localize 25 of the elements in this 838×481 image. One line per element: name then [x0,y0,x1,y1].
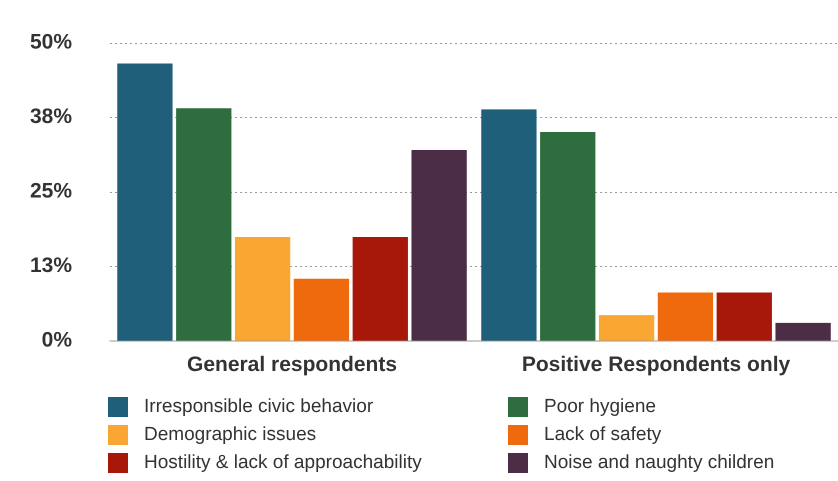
bar [117,63,173,341]
legend-label: Noise and naughty children [544,452,774,474]
bar [411,150,467,341]
y-tick-label: 0% [42,328,72,352]
y-tick-label: 38% [30,104,72,128]
bar [176,108,232,341]
legend-label: Hostility & lack of approachability [144,452,422,474]
y-tick-label: 13% [30,254,72,278]
bar [481,109,537,341]
bar [658,292,714,341]
y-tick-label: 25% [30,179,72,202]
legend-label: Irresponsible civic behavior [144,396,374,418]
x-tick-label: General respondents [186,353,398,376]
bar [294,278,350,341]
legend-label: Demographic issues [144,424,316,446]
legend-label: Lack of safety [544,424,662,446]
bar [540,132,596,341]
y-tick-label: 50% [30,30,72,54]
bar [234,237,290,341]
legend-label: Poor hygiene [544,396,656,418]
bar [352,237,408,341]
bar [716,292,772,341]
bar [598,315,654,341]
x-tick-label: Positive Respondents only [522,353,791,376]
bar [775,322,831,341]
